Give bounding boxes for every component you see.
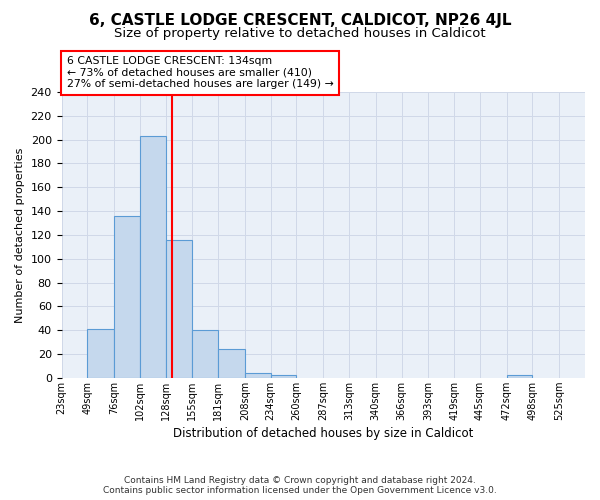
Text: 6 CASTLE LODGE CRESCENT: 134sqm
← 73% of detached houses are smaller (410)
27% o: 6 CASTLE LODGE CRESCENT: 134sqm ← 73% of… [67, 56, 334, 89]
Bar [271, 376, 296, 378]
X-axis label: Distribution of detached houses by size in Caldicot: Distribution of detached houses by size … [173, 427, 473, 440]
Bar [140, 136, 166, 378]
Text: Contains HM Land Registry data © Crown copyright and database right 2024.
Contai: Contains HM Land Registry data © Crown c… [103, 476, 497, 495]
Bar [193, 330, 218, 378]
Bar [245, 373, 271, 378]
Bar [218, 349, 245, 378]
Bar [506, 376, 532, 378]
Bar [88, 329, 114, 378]
Y-axis label: Number of detached properties: Number of detached properties [15, 147, 25, 322]
Text: Size of property relative to detached houses in Caldicot: Size of property relative to detached ho… [114, 28, 486, 40]
Bar [114, 216, 140, 378]
Text: 6, CASTLE LODGE CRESCENT, CALDICOT, NP26 4JL: 6, CASTLE LODGE CRESCENT, CALDICOT, NP26… [89, 12, 511, 28]
Bar [166, 240, 193, 378]
